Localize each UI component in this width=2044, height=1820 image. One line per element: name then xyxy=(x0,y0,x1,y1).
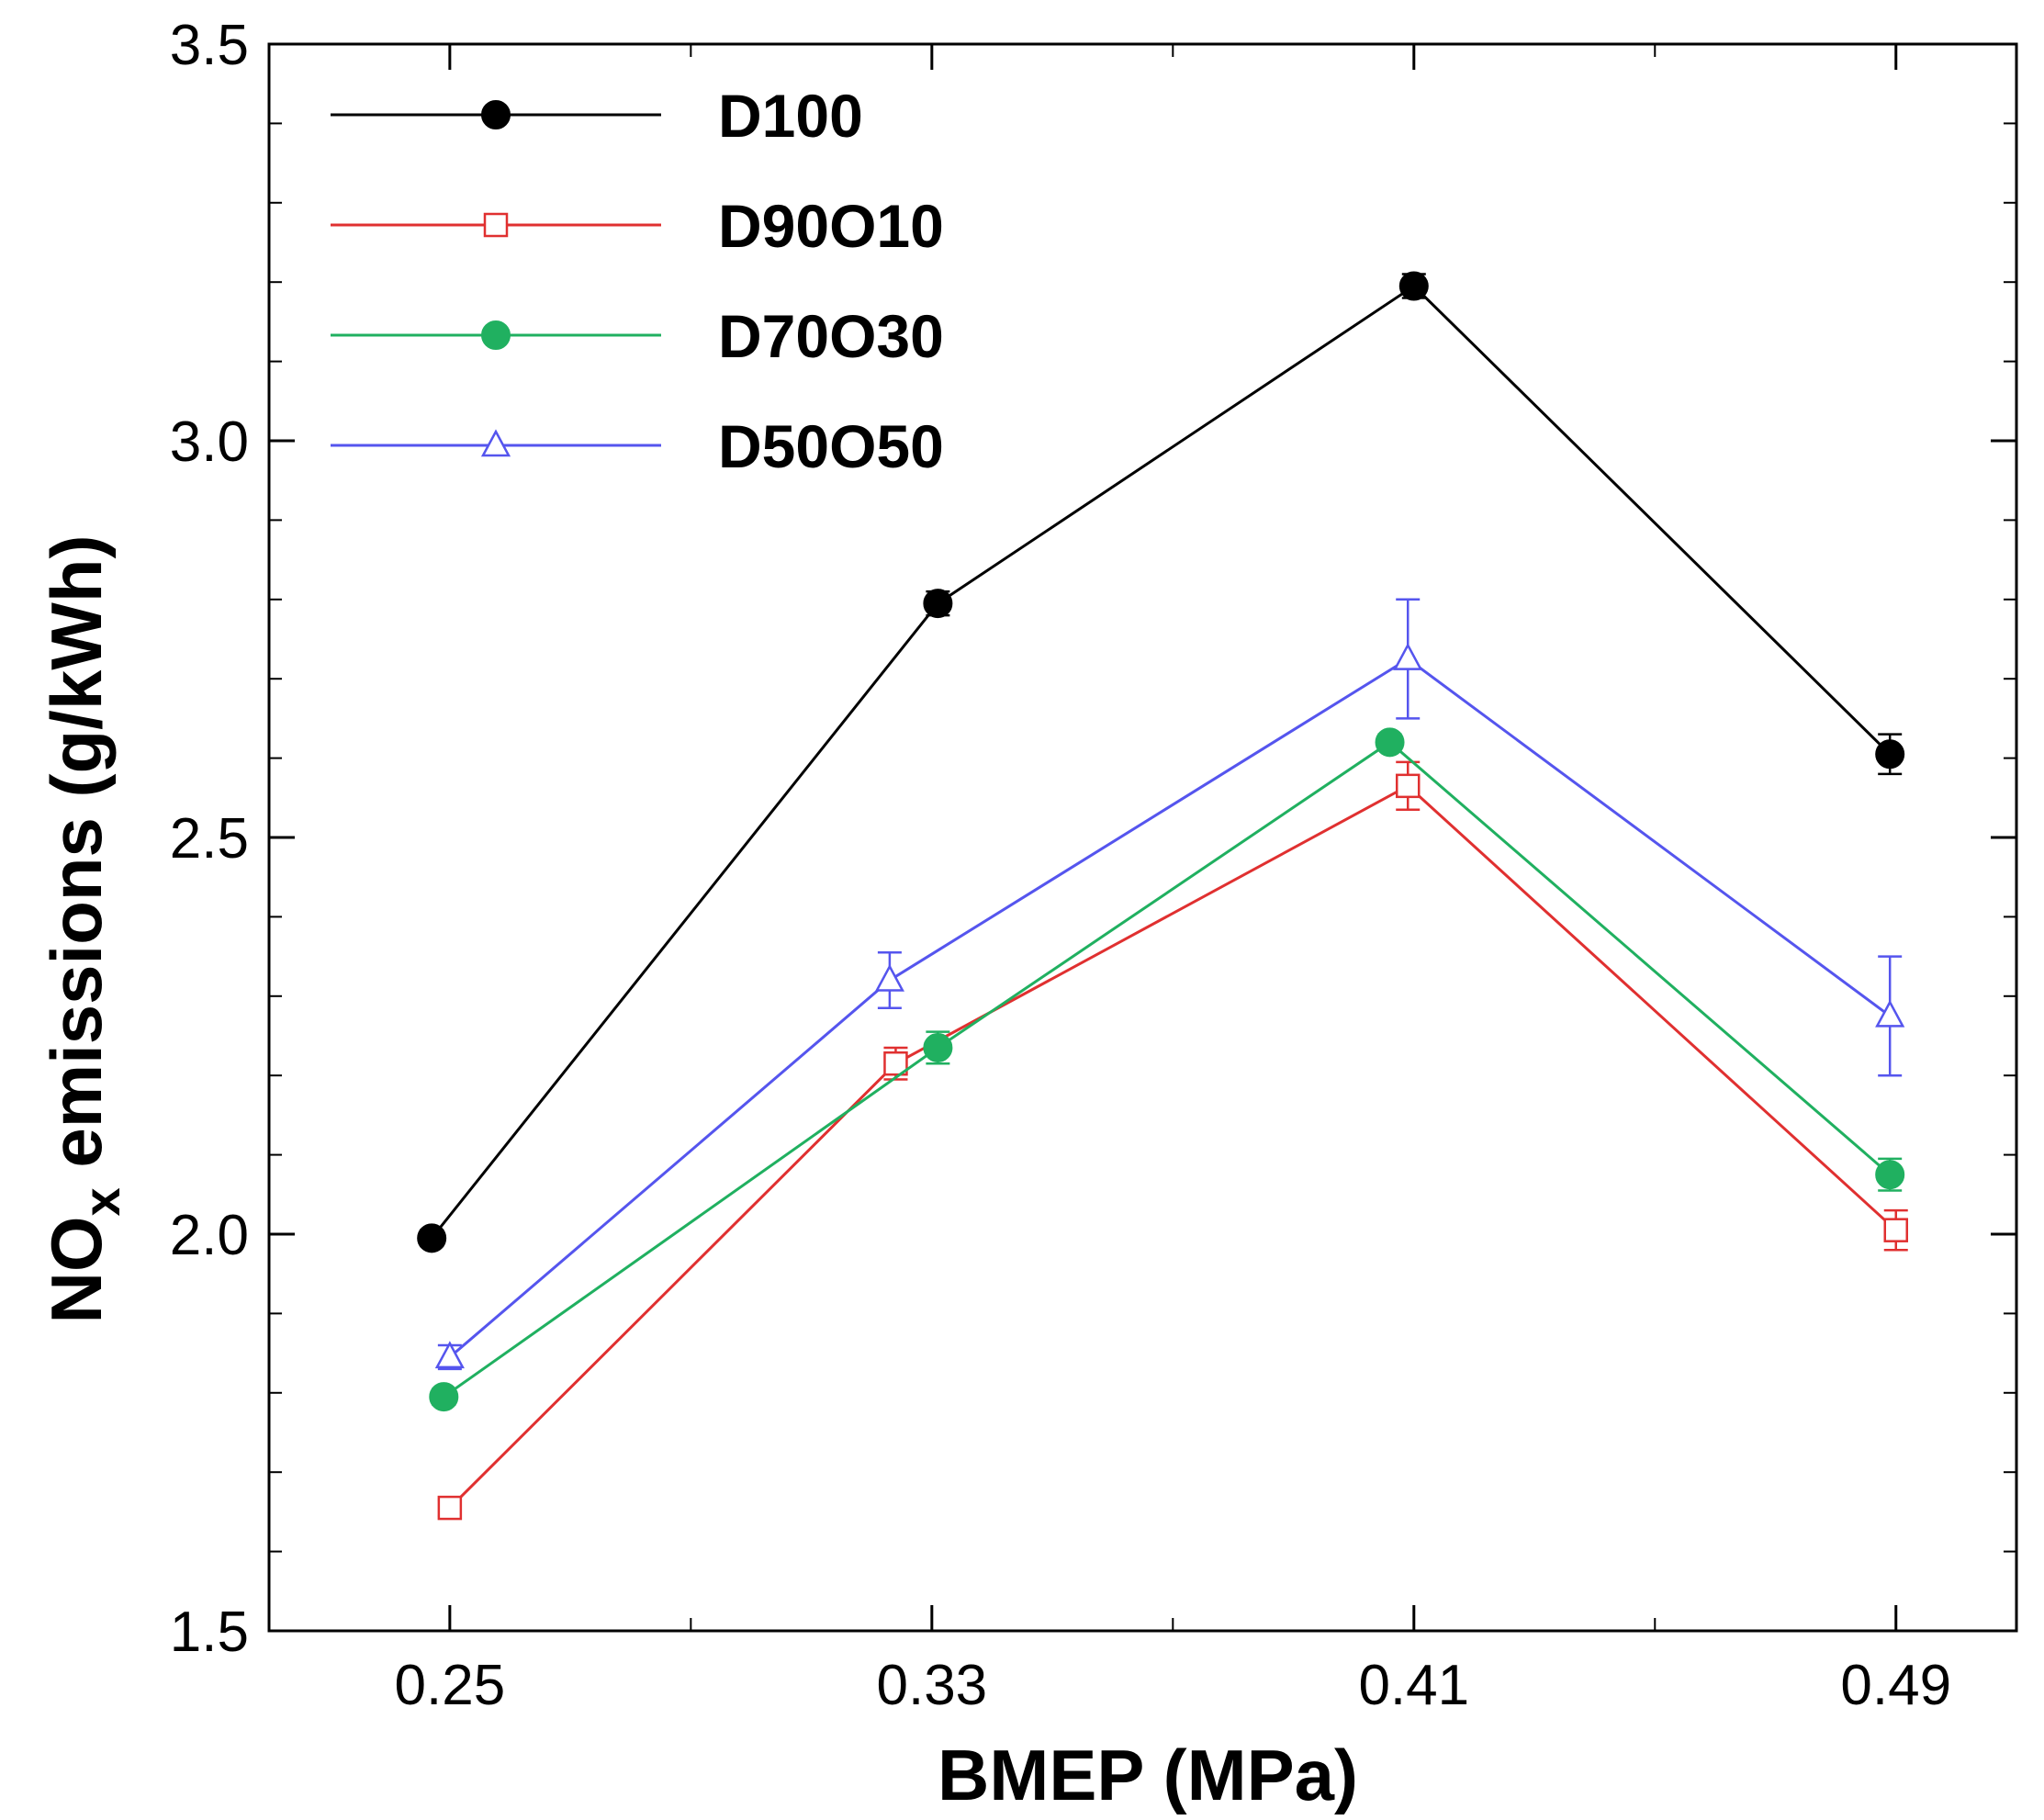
legend-label: D100 xyxy=(718,82,863,150)
legend-item-d70o30: D70O30 xyxy=(331,302,944,370)
data-point xyxy=(874,963,904,992)
x-axis-title: BMEP (MPa) xyxy=(938,1735,1358,1815)
data-point xyxy=(1398,271,1429,301)
series-d90o10 xyxy=(437,760,1909,1521)
data-point xyxy=(1875,1160,1905,1190)
series-d50o50 xyxy=(434,598,1905,1371)
legend-label: D50O50 xyxy=(718,412,944,480)
x-tick-label: 0.25 xyxy=(395,1654,506,1717)
data-point xyxy=(923,589,953,619)
y-tick-label: 3.5 xyxy=(170,14,249,77)
legend-marker xyxy=(481,320,511,350)
data-point xyxy=(1375,727,1405,758)
series-d70o30 xyxy=(429,727,1905,1412)
x-tick-label: 0.41 xyxy=(1358,1654,1469,1717)
legend-label: D90O10 xyxy=(718,192,944,260)
plot-area-frame xyxy=(267,42,2018,1633)
x-tick-label: 0.49 xyxy=(1840,1654,1951,1717)
data-point xyxy=(1875,739,1905,770)
data-point xyxy=(437,1495,463,1521)
y-tick-label: 2.0 xyxy=(170,1204,249,1267)
y-tick-label: 3.0 xyxy=(170,410,249,474)
series-d100 xyxy=(417,271,1905,1253)
legend-item-d100: D100 xyxy=(331,82,863,150)
legend-label: D70O30 xyxy=(718,302,944,370)
legend-marker xyxy=(483,212,509,238)
data-point xyxy=(1393,642,1423,670)
series-line xyxy=(443,740,1892,1399)
x-tick-label: 0.33 xyxy=(876,1654,987,1717)
data-point xyxy=(1883,1218,1909,1242)
y-tick-label: 1.5 xyxy=(170,1601,249,1664)
legend-marker xyxy=(480,429,511,457)
y-axis-title-main: NO xyxy=(36,1216,117,1323)
y-axis-title-rest: emissions (g/kWh) xyxy=(36,535,117,1188)
data-point xyxy=(434,1341,465,1369)
legend-item-d50o50: D50O50 xyxy=(331,412,944,480)
series-line xyxy=(431,284,1892,1240)
data-point xyxy=(1395,773,1421,799)
y-axis-title: NOx emissions (g/kWh) xyxy=(36,535,130,1324)
data-point xyxy=(429,1382,459,1412)
data-point xyxy=(417,1223,447,1253)
data-point xyxy=(1875,999,1905,1028)
data-point xyxy=(923,1032,953,1062)
y-tick-label: 2.5 xyxy=(170,807,249,871)
y-axis-title-subscript: x xyxy=(73,1187,130,1216)
series-line xyxy=(448,657,1892,1359)
legend-item-d90o10: D90O10 xyxy=(331,192,944,260)
legend-marker xyxy=(481,100,511,129)
series-line xyxy=(448,784,1897,1510)
